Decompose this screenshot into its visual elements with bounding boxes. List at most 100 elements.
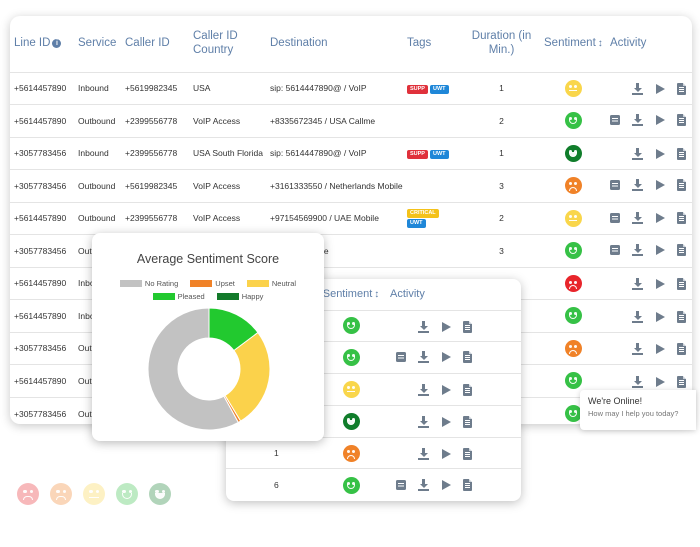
document-icon[interactable] — [463, 320, 472, 333]
play-icon[interactable] — [655, 114, 665, 126]
play-icon[interactable] — [441, 384, 451, 396]
eye — [574, 280, 577, 284]
download-icon[interactable] — [632, 244, 643, 257]
activity-icons — [610, 375, 686, 388]
play-icon[interactable] — [655, 311, 665, 323]
document-icon[interactable] — [677, 114, 686, 127]
cell-sentiment — [540, 299, 606, 332]
table-row[interactable]: +5614457890 Inbound +5619982345 USA sip: 561… — [10, 71, 692, 105]
chat-widget[interactable]: We're Online! How may I help you today? — [580, 390, 696, 430]
eye — [574, 377, 577, 381]
download-icon[interactable] — [418, 478, 429, 491]
column-header-caller-id[interactable]: Caller ID — [125, 36, 170, 49]
message-icon[interactable] — [610, 245, 620, 256]
table-row[interactable]: 6 — [226, 468, 521, 501]
table-row[interactable]: +5614457890 Outbound +2399556778 VoIP Acces… — [10, 104, 692, 137]
document-icon[interactable] — [677, 310, 686, 323]
column-header-line-id[interactable]: Line ID i — [10, 16, 74, 72]
document-icon[interactable] — [463, 351, 472, 364]
message-icon[interactable] — [396, 479, 406, 490]
donut-slice-no-rating[interactable] — [147, 307, 240, 431]
download-icon[interactable] — [632, 179, 643, 192]
play-icon[interactable] — [655, 83, 665, 95]
play-icon[interactable] — [655, 148, 665, 160]
chat-title: We're Online! — [588, 396, 643, 406]
download-icon[interactable] — [632, 83, 643, 96]
download-icon[interactable] — [632, 211, 643, 224]
document-icon[interactable] — [677, 179, 686, 192]
play-icon[interactable] — [655, 244, 665, 256]
cell-caller-country: VoIP Access — [189, 169, 266, 202]
download-icon[interactable] — [418, 351, 429, 364]
cell-sentiment — [540, 169, 606, 202]
download-tray — [632, 353, 643, 356]
document-icon[interactable] — [463, 478, 472, 491]
cell-destination: +97154569900 / UAE Mobile — [266, 201, 403, 235]
column-header-sentiment[interactable]: Sentiment ↕ — [540, 16, 606, 72]
play-icon[interactable] — [441, 351, 451, 363]
cell-caller-country: USA — [189, 71, 266, 105]
column-header-tags[interactable]: Tags — [407, 36, 432, 49]
message-icon[interactable] — [610, 115, 620, 126]
cell-activity — [606, 331, 692, 365]
legend-label: Upset — [215, 279, 235, 288]
column-header-duration[interactable]: Duration (in Min.) — [471, 29, 532, 56]
message-icon[interactable] — [610, 180, 620, 191]
document-icon[interactable] — [463, 384, 472, 397]
download-icon[interactable] — [632, 278, 643, 291]
play-icon[interactable] — [655, 278, 665, 290]
play-icon[interactable] — [441, 416, 451, 428]
column-header-service[interactable]: Service — [78, 36, 117, 49]
download-icon[interactable] — [418, 320, 429, 333]
play-icon[interactable] — [655, 376, 665, 388]
play-icon[interactable] — [441, 448, 451, 460]
play-icon[interactable] — [441, 321, 451, 333]
download-icon[interactable] — [632, 114, 643, 127]
activity-icons — [610, 114, 686, 127]
eye — [574, 214, 577, 218]
activity-icons — [396, 384, 472, 397]
column-header-destination[interactable]: Destination — [270, 36, 328, 49]
pleased-face-icon — [342, 476, 360, 494]
document-icon[interactable] — [677, 211, 686, 224]
table-row[interactable]: 1 — [226, 436, 521, 469]
sort-icon[interactable]: ↕ — [374, 289, 380, 301]
document-icon[interactable] — [677, 278, 686, 291]
play-icon[interactable] — [655, 179, 665, 191]
column-header-sentiment[interactable]: Sentiment ↕ — [316, 279, 386, 310]
download-icon[interactable] — [418, 416, 429, 429]
download-icon[interactable] — [632, 310, 643, 323]
table-row[interactable]: +5614457890 Outbound +2399556778 VoIP Acces… — [10, 201, 692, 235]
table-row[interactable]: +3057783456 Outbound +5619982345 VoIP Acces… — [10, 169, 692, 202]
table-row[interactable]: +3057783456 Inbound +2399556778 USA South F… — [10, 136, 692, 170]
play-icon[interactable] — [655, 212, 665, 224]
message-icon[interactable] — [396, 352, 406, 363]
document-icon[interactable] — [677, 343, 686, 356]
document-icon[interactable] — [677, 375, 686, 388]
play-icon[interactable] — [655, 343, 665, 355]
document-icon[interactable] — [677, 83, 686, 96]
cell-sentiment — [316, 309, 386, 342]
download-icon[interactable] — [418, 448, 429, 461]
play-icon[interactable] — [441, 479, 451, 491]
download-icon[interactable] — [418, 384, 429, 397]
document-icon[interactable] — [463, 416, 472, 429]
document-icon[interactable] — [677, 244, 686, 257]
download-tray — [632, 93, 643, 96]
download-icon[interactable] — [632, 375, 643, 388]
donut-slice-pleased[interactable] — [208, 307, 259, 352]
message-icon[interactable] — [610, 212, 620, 223]
column-header-caller-country[interactable]: Caller ID Country — [193, 29, 238, 56]
document-icon[interactable] — [463, 448, 472, 461]
cell-service: Inbound — [74, 136, 121, 170]
column-header-activity[interactable]: Activity — [390, 288, 425, 301]
document-icon[interactable] — [677, 148, 686, 161]
happy-face-icon — [342, 412, 360, 430]
mouth — [347, 356, 355, 362]
download-icon[interactable] — [632, 343, 643, 356]
mouth — [347, 419, 355, 425]
column-header-activity[interactable]: Activity — [610, 36, 647, 49]
sort-icon[interactable]: ↕ — [597, 37, 603, 49]
info-icon[interactable]: i — [52, 38, 62, 48]
download-icon[interactable] — [632, 148, 643, 161]
